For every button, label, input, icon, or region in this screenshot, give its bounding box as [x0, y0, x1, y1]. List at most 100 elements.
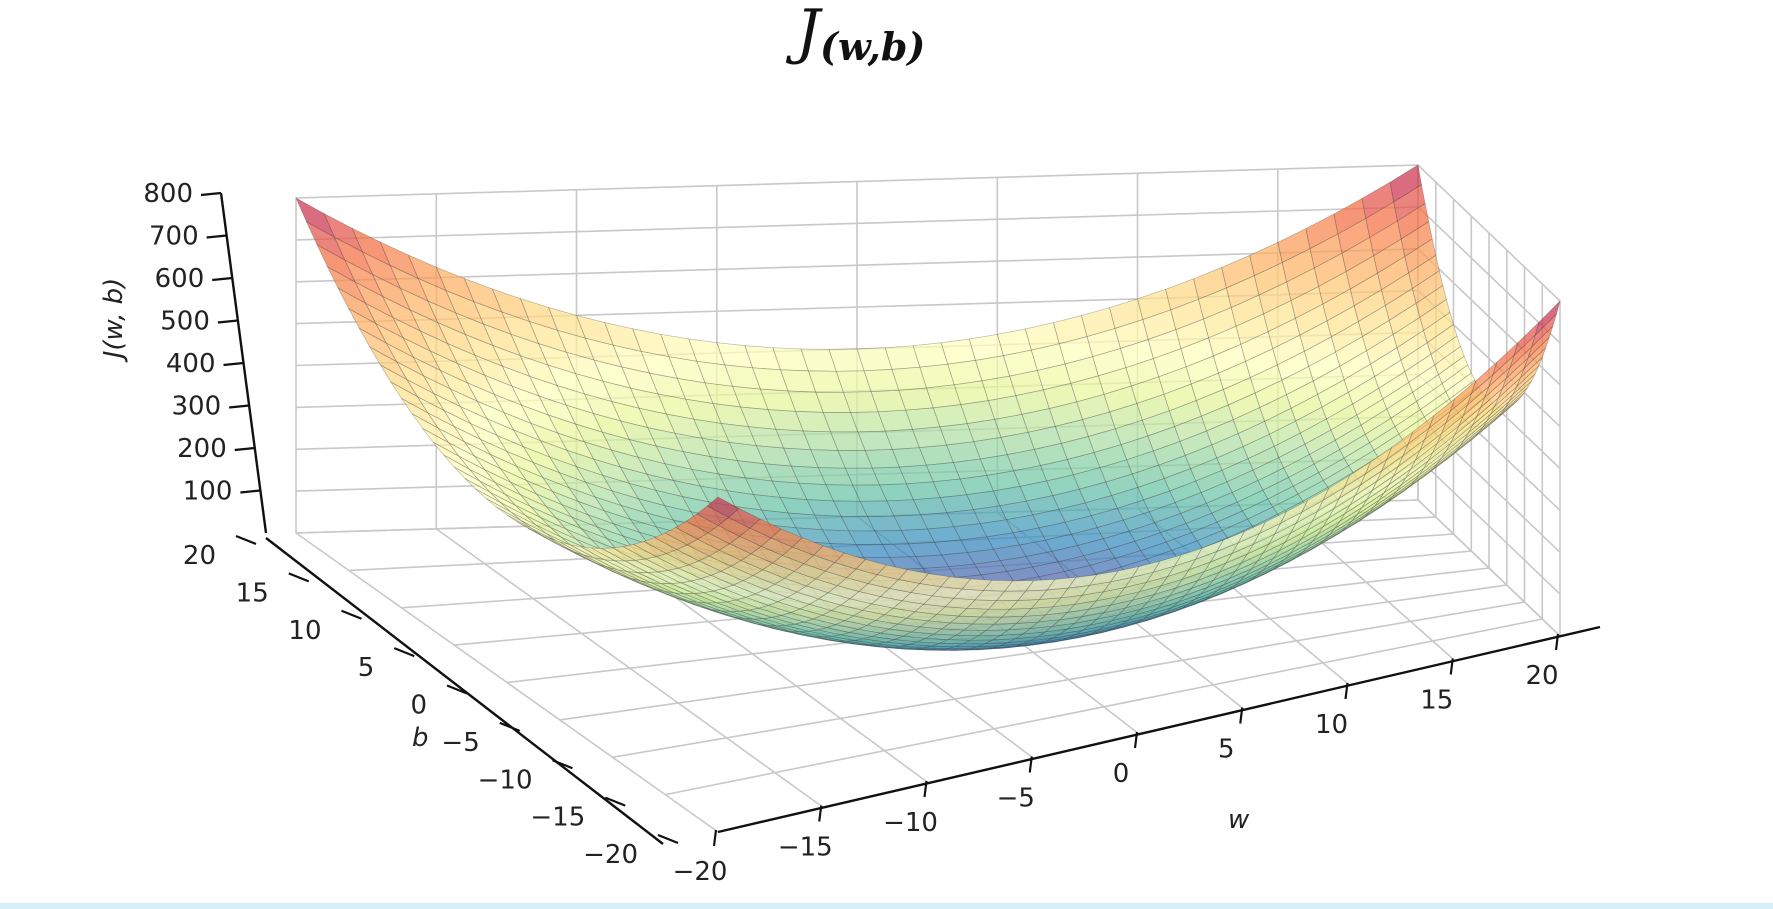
surface-patch: [843, 615, 877, 626]
surface-patch: [1252, 522, 1282, 545]
surface-patch: [1294, 303, 1328, 336]
surface-patch: [528, 375, 567, 406]
z-tick: [234, 446, 255, 452]
surface-patch: [437, 427, 475, 457]
surface-patch: [825, 484, 861, 502]
surface-patch: [556, 432, 595, 460]
z-tick-label: 800: [143, 179, 193, 209]
surface-patch: [706, 496, 740, 518]
surface-patch: [706, 602, 740, 612]
surface-patch: [1339, 350, 1371, 381]
surface-patch: [954, 629, 988, 636]
surface-patch: [1486, 394, 1514, 422]
surface-patch: [1154, 512, 1187, 534]
surface-patch: [877, 641, 909, 647]
z-tick-label: 300: [171, 392, 221, 422]
surface-patch: [770, 528, 803, 548]
surface-patch: [728, 507, 761, 529]
surface-patch: [586, 513, 624, 537]
surface-patch: [1505, 346, 1532, 379]
surface-patch: [837, 450, 873, 469]
surface-patch: [716, 342, 754, 369]
surface-patch: [1267, 522, 1297, 545]
surface-patch: [1305, 507, 1335, 532]
surface-patch: [323, 212, 364, 253]
y-tick-label: −10: [478, 765, 533, 795]
surface-patch: [1058, 502, 1092, 523]
surface-patch: [1131, 560, 1161, 578]
x-tick: [923, 780, 928, 798]
surface-patch: [1534, 299, 1561, 336]
surface-patch: [611, 400, 649, 429]
surface-patch: [1015, 631, 1046, 640]
surface-patch: [1165, 532, 1198, 551]
surface-patch: [295, 197, 336, 239]
y-axis-line: [265, 537, 664, 845]
surface-patch: [1309, 439, 1341, 465]
surface-patch: [999, 500, 1034, 521]
surface-patch: [800, 348, 837, 372]
surface-patch: [900, 528, 936, 545]
surface-patch: [1449, 379, 1477, 413]
surface-patch: [1366, 333, 1398, 365]
surface-patch: [1322, 465, 1354, 488]
z-tick-label: 100: [183, 477, 233, 507]
surface-patch: [655, 445, 693, 470]
y-tick: [657, 833, 679, 845]
x-tick-label: 20: [1525, 661, 1558, 691]
surface-patch: [602, 380, 640, 409]
surface-patch: [584, 481, 622, 507]
surface-patch: [417, 277, 457, 314]
surface-patch: [776, 596, 811, 610]
surface-patch: [986, 470, 1021, 492]
surface-patch: [907, 648, 939, 651]
surface-patch: [1120, 435, 1154, 461]
surface-patch: [1038, 637, 1069, 644]
surface-patch: [1273, 511, 1303, 535]
surface-patch: [1322, 504, 1351, 528]
surface-patch: [946, 441, 981, 463]
surface-patch: [1136, 393, 1170, 421]
surface-patch: [831, 634, 864, 641]
surface-patch: [812, 545, 845, 563]
surface-patch: [711, 609, 745, 619]
surface-patch: [952, 588, 985, 601]
surface-patch: [1419, 391, 1450, 418]
surface-patch: [787, 512, 823, 531]
y-tick: [446, 684, 468, 695]
surface-patch: [567, 486, 606, 512]
z-tick-label: 700: [149, 222, 199, 252]
x-tick: [1239, 707, 1244, 724]
surface-patch: [1434, 345, 1465, 376]
surface-patch: [458, 455, 496, 483]
surface-patch: [1492, 341, 1519, 376]
surface-patch: [1484, 366, 1511, 398]
surface-patch: [1343, 442, 1375, 467]
surface-patch: [878, 483, 914, 502]
z-tick: [206, 234, 227, 239]
surface-patch: [739, 527, 772, 547]
surface-patch: [854, 638, 887, 645]
surface-patch: [1126, 450, 1160, 475]
surface-patch: [499, 467, 538, 495]
y-tick-label: 15: [236, 578, 269, 608]
surface-patch: [1141, 410, 1176, 437]
surface-patch: [1470, 417, 1499, 441]
surface-patch: [739, 406, 777, 430]
surface-patch: [700, 574, 735, 589]
surface-patch: [1054, 419, 1089, 444]
surface-patch: [646, 473, 683, 498]
surface-patch: [828, 348, 865, 372]
surface-patch: [1196, 529, 1229, 549]
y-tick: [393, 647, 415, 658]
y-tick: [499, 721, 521, 732]
surface-patch: [1216, 510, 1249, 531]
surface-patch: [1277, 228, 1311, 264]
surface-patch: [1357, 304, 1390, 338]
surface-patch: [581, 528, 617, 550]
cost-surface: [295, 164, 1561, 651]
surface-patch: [771, 480, 808, 500]
surface-patch: [1205, 585, 1235, 600]
surface-patch: [760, 509, 797, 529]
